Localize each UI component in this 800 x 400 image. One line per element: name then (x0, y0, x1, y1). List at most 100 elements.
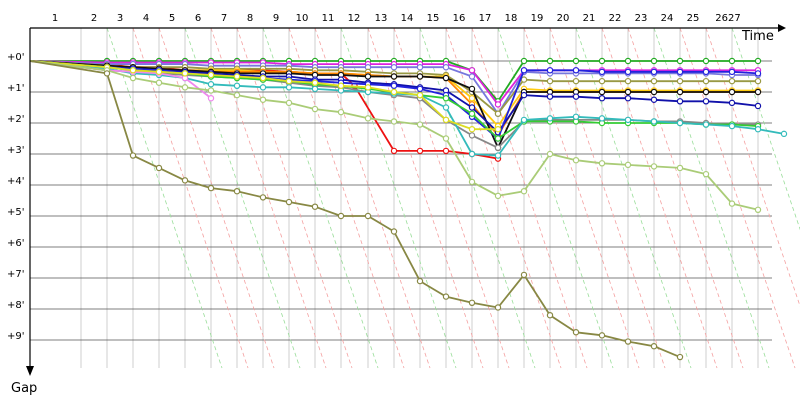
y-tick-label: +4' (7, 176, 25, 187)
data-point (390, 147, 398, 155)
data-point (416, 85, 424, 93)
data-point (572, 156, 580, 164)
data-point (416, 73, 424, 80)
data-point (468, 132, 476, 139)
data-point (598, 77, 606, 85)
data-point (598, 94, 606, 102)
data-point (494, 152, 502, 159)
lapped-diagonal (575, 27, 692, 369)
data-point (572, 57, 580, 65)
data-point (728, 77, 736, 85)
data-point (624, 88, 632, 96)
x-tick-label: 18 (505, 13, 518, 24)
data-point (676, 77, 684, 85)
data-point (311, 85, 319, 93)
data-point (546, 77, 554, 85)
y-tick-label: +0' (7, 52, 25, 63)
data-point (572, 329, 580, 336)
x-tick-label: 19 (531, 13, 544, 24)
data-point (442, 116, 450, 124)
y-tick-label: +1' (7, 83, 25, 94)
data-point (520, 57, 528, 65)
data-point (624, 116, 632, 124)
data-point (702, 77, 710, 85)
data-point (702, 68, 710, 76)
data-point (181, 84, 189, 91)
data-point (676, 68, 684, 76)
x-tick-label: 3 (117, 13, 123, 24)
data-point (650, 88, 658, 96)
data-point (390, 228, 398, 235)
y-tick-label: +5' (7, 207, 25, 218)
data-point (181, 70, 189, 77)
data-point (285, 99, 293, 107)
data-point (650, 163, 658, 170)
x-tick-label: 8 (247, 13, 253, 24)
data-point (598, 57, 606, 65)
series-13 (29, 60, 788, 159)
y-tick-label: +9' (7, 331, 25, 342)
data-point (546, 57, 554, 65)
data-point (520, 271, 528, 279)
data-point (259, 84, 267, 91)
data-point (598, 68, 606, 76)
x-tick-label: 4 (143, 13, 149, 24)
x-tick-label: 6 (195, 13, 201, 24)
data-point (676, 98, 684, 105)
lapped-diagonal (393, 27, 510, 369)
data-point (728, 68, 736, 76)
x-tick-label: 11 (322, 13, 335, 24)
data-point (572, 77, 580, 85)
data-point (416, 277, 424, 285)
lapped-diagonal (158, 27, 275, 369)
data-point (311, 203, 319, 210)
y-tick-label: +3' (7, 145, 25, 156)
series-17 (29, 60, 684, 361)
data-point (285, 198, 293, 206)
lapped-diagonal (705, 27, 800, 308)
data-point (442, 293, 450, 300)
data-point (728, 99, 736, 107)
lapped-diagonal (106, 27, 223, 369)
data-point (520, 67, 528, 74)
data-point (468, 104, 476, 111)
data-point (468, 110, 476, 117)
lapped-diagonal (132, 27, 249, 369)
data-point (598, 160, 606, 167)
data-point (364, 84, 372, 91)
data-point (468, 94, 476, 102)
x-tick-label: 25 (687, 13, 700, 24)
x-tick-label: 16 (453, 13, 466, 24)
data-point (702, 57, 710, 65)
data-point (259, 96, 267, 103)
lapped-diagonal (262, 27, 379, 369)
data-point (728, 88, 736, 96)
y-tick-label: +8' (7, 300, 25, 311)
data-point (650, 77, 658, 85)
data-point (181, 177, 189, 184)
x-tick-label: 14 (401, 13, 414, 24)
data-point (624, 338, 632, 345)
data-point (207, 184, 215, 192)
data-point (390, 118, 398, 125)
series-15 (29, 60, 502, 133)
data-point (337, 108, 345, 116)
lapped-diagonal (653, 27, 770, 369)
data-point (494, 304, 502, 311)
data-point (650, 118, 658, 125)
data-point (650, 96, 658, 103)
x-tick-label: 24 (661, 13, 674, 24)
data-point (207, 94, 215, 102)
x-tick-label: 20 (557, 13, 570, 24)
data-point (624, 68, 632, 76)
data-point (754, 206, 762, 213)
data-point (572, 67, 580, 74)
data-point (754, 57, 762, 65)
data-point (650, 57, 658, 65)
data-point (416, 147, 424, 155)
data-point (676, 57, 684, 65)
x-axis-title: Time (741, 29, 774, 44)
data-point (337, 212, 345, 220)
data-point (468, 150, 476, 158)
data-point (520, 76, 528, 83)
